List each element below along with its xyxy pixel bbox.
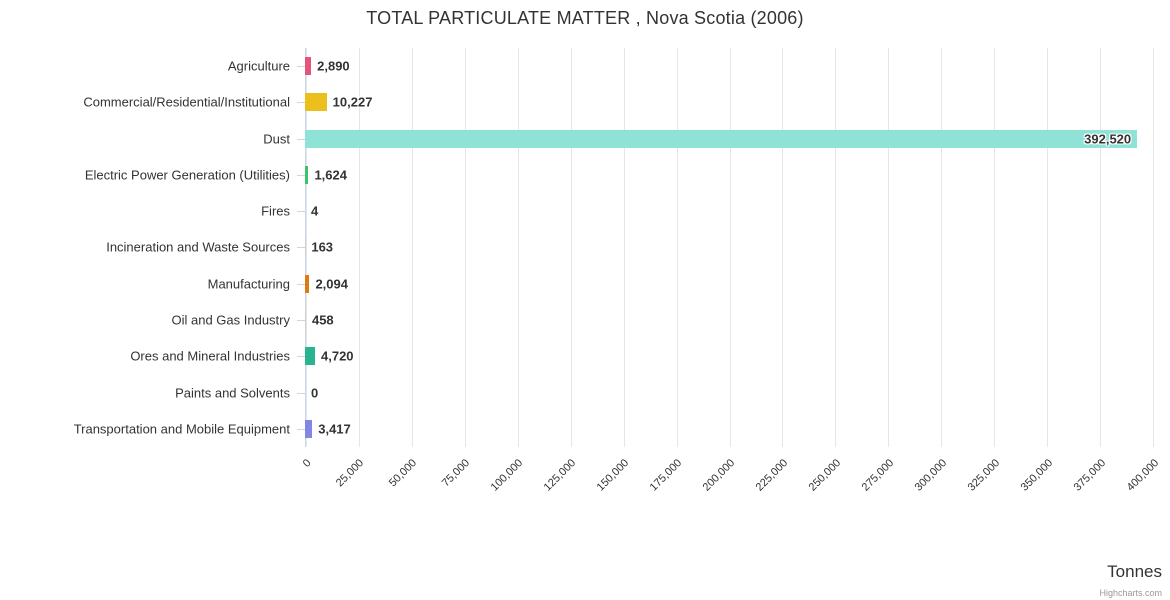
x-axis-tick-label: 75,000	[440, 457, 473, 490]
x-axis-tick-label: 275,000	[859, 457, 897, 494]
bar-row: Manufacturing 2,094	[208, 266, 1153, 302]
category-label: Ores and Mineral Industries	[130, 348, 290, 364]
category-label: Agriculture	[227, 58, 290, 74]
gridline	[888, 48, 890, 447]
bar-value-label: 163	[311, 239, 334, 255]
gridline	[994, 48, 996, 447]
category-label: Transportation and Mobile Equipment	[73, 421, 290, 437]
gridline	[941, 48, 943, 447]
x-axis-labels: 0 25,000 50,000 75,000 100,000 125,000 150,000…	[301, 447, 1162, 527]
bar-value-label: 3,417	[318, 421, 351, 437]
category-tick	[297, 247, 305, 249]
bar[interactable]	[305, 419, 313, 438]
bar-value-label: 392,520	[1084, 131, 1132, 147]
bar-value-label: 4	[311, 203, 319, 219]
category-tick	[297, 356, 305, 358]
bar-row: Electric Power Generation (Utilities) 1,…	[85, 157, 1153, 193]
category-tick	[297, 392, 305, 394]
x-axis-tick-label: 325,000	[965, 457, 1003, 494]
gridline	[729, 48, 731, 447]
category-tick	[297, 211, 305, 213]
plot-area: Agriculture 2,890 Commercial/Residential…	[74, 48, 1154, 447]
category-label: Oil and Gas Industry	[171, 312, 291, 328]
x-axis-tick-label: 50,000	[387, 457, 420, 490]
bar-value-label: 4,720	[321, 348, 354, 364]
bar-rows: Agriculture 2,890 Commercial/Residential…	[74, 48, 1153, 447]
bar-value-label: 0	[311, 385, 319, 401]
bar[interactable]	[305, 57, 312, 76]
gridline	[835, 48, 837, 447]
category-tick	[297, 319, 305, 321]
bar[interactable]	[305, 129, 1138, 148]
bar-row: Fires 4	[261, 193, 1153, 229]
bar-value-label: 2,890	[317, 58, 350, 74]
gridlines	[305, 48, 1154, 447]
category-label: Fires	[261, 203, 290, 219]
category-tick	[297, 428, 305, 430]
gridline	[1100, 48, 1102, 447]
category-label: Paints and Solvents	[175, 385, 290, 401]
bar-row: Oil and Gas Industry 458	[172, 302, 1153, 338]
bar-value-label: 10,227	[332, 94, 373, 110]
gridline	[306, 48, 307, 447]
x-axis-tick-label: 150,000	[594, 457, 632, 494]
category-tick	[297, 283, 305, 285]
bar[interactable]	[305, 347, 315, 366]
gridline	[517, 48, 519, 447]
category-label: Manufacturing	[207, 276, 290, 292]
category-tick	[297, 174, 305, 176]
gridline	[623, 48, 625, 447]
gridline	[358, 48, 360, 447]
bar[interactable]	[305, 274, 310, 293]
bar-row: Commercial/Residential/Institutional 10,…	[83, 84, 1153, 120]
x-axis-tick-label: 300,000	[912, 457, 950, 494]
bar-value-label: 2,094	[315, 276, 348, 292]
x-axis-tick-label: 375,000	[1071, 457, 1109, 494]
x-axis-tick-label: 125,000	[541, 457, 579, 494]
gridline	[411, 48, 413, 447]
x-axis-tick-label: 350,000	[1018, 457, 1056, 494]
bar[interactable]	[305, 93, 327, 112]
category-tick	[297, 102, 305, 104]
x-axis-tick-label: 100,000	[488, 457, 526, 494]
category-tick	[297, 138, 305, 140]
bar-value-label: 1,624	[314, 167, 347, 183]
chart-title: TOTAL PARTICULATE MATTER , Nova Scotia (…	[366, 8, 804, 28]
bar[interactable]	[305, 310, 306, 329]
highcharts-credits[interactable]: Highcharts.com	[1099, 588, 1162, 598]
bar-row: Paints and Solvents 0	[175, 374, 1153, 410]
bar-row: Incineration and Waste Sources 163	[106, 229, 1153, 265]
x-axis-tick-label: 175,000	[647, 457, 685, 494]
gridline	[1153, 48, 1154, 447]
gridline	[782, 48, 784, 447]
x-axis-tick-label: 0	[300, 457, 314, 470]
category-label: Dust	[263, 131, 290, 147]
category-label: Incineration and Waste Sources	[106, 239, 290, 255]
category-tick	[297, 66, 305, 68]
gridline	[1047, 48, 1049, 447]
bar-row: Dust 392,520	[263, 121, 1153, 157]
bar[interactable]	[305, 165, 309, 184]
gridline	[464, 48, 466, 447]
category-label: Commercial/Residential/Institutional	[83, 94, 290, 110]
category-label: Electric Power Generation (Utilities)	[84, 167, 290, 183]
value-axis-title: Tonnes	[1107, 562, 1162, 581]
x-axis-tick-label: 225,000	[753, 457, 791, 494]
bar-row: Transportation and Mobile Equipment 3,41…	[74, 411, 1153, 447]
x-axis-tick-label: 25,000	[334, 457, 367, 490]
gridline	[676, 48, 678, 447]
x-axis-tick-label: 400,000	[1124, 457, 1162, 494]
bar-value-label: 458	[311, 312, 334, 328]
bar-row: Agriculture 2,890	[228, 48, 1153, 84]
x-axis-tick-label: 250,000	[806, 457, 844, 494]
x-axis-tick-label: 200,000	[700, 457, 738, 494]
bar-row: Ores and Mineral Industries 4,720	[130, 338, 1153, 374]
gridline	[570, 48, 572, 447]
